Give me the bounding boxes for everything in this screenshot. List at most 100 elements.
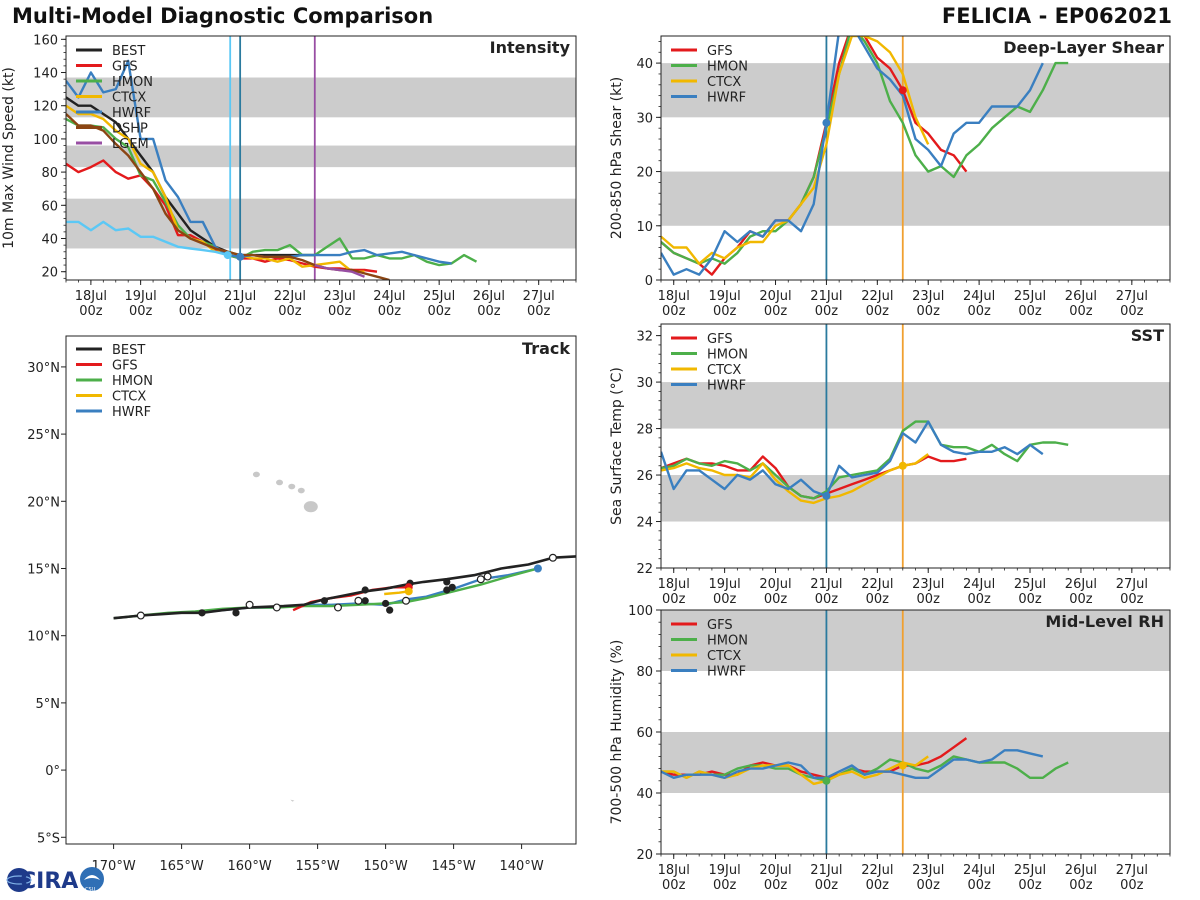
track-point-future xyxy=(483,572,492,581)
cira-logo: CIRA CSU xyxy=(6,867,104,894)
legend-label: BEST xyxy=(112,343,145,358)
y-tick-label: 20 xyxy=(41,266,58,281)
y-axis-label: Sea Surface Temp (°C) xyxy=(609,367,625,525)
x-tick-day: 24Jul xyxy=(373,289,405,304)
legend-label: HMON xyxy=(112,75,153,90)
y-tick-label: 22 xyxy=(636,562,653,577)
storm-title: FELICIA - EP062021 xyxy=(941,4,1172,28)
island xyxy=(252,471,260,478)
x-tick-day: 23Jul xyxy=(912,289,944,304)
series-line-hmon xyxy=(661,36,1069,265)
legend-label: GFS xyxy=(112,60,138,75)
lon-tick-label: 140°W xyxy=(500,859,544,874)
legend-label: HMON xyxy=(707,348,748,363)
x-tick-day: 22Jul xyxy=(861,577,893,592)
x-tick-hour: 00z xyxy=(1069,878,1093,893)
threshold-band xyxy=(66,145,576,168)
svg-text:CSU: CSU xyxy=(85,887,96,893)
axes-frame xyxy=(65,35,577,281)
island xyxy=(297,487,305,494)
legend-label: HMON xyxy=(707,634,748,649)
x-tick-hour: 00z xyxy=(917,304,941,319)
track-end-marker xyxy=(533,564,542,573)
panel-shear: 01020304018Jul00z19Jul00z20Jul00z21Jul00… xyxy=(609,35,1171,319)
page-title: Multi-Model Diagnostic Comparison xyxy=(12,4,434,28)
x-tick-hour: 00z xyxy=(866,592,890,607)
x-tick-day: 24Jul xyxy=(963,289,995,304)
track-point-past xyxy=(382,599,390,608)
series-marker xyxy=(822,776,831,785)
series-line-ctcx xyxy=(661,453,929,505)
x-tick-day: 20Jul xyxy=(759,577,791,592)
legend-label: GFS xyxy=(707,618,733,633)
x-tick-day: 20Jul xyxy=(759,289,791,304)
legend-label: BEST xyxy=(112,44,145,59)
legend-label: HWRF xyxy=(112,405,151,420)
series-line-ctcx xyxy=(661,36,930,265)
panel-title: Mid-Level RH xyxy=(1045,612,1164,631)
x-tick-day: 25Jul xyxy=(1014,863,1046,878)
x-tick-day: 22Jul xyxy=(274,289,306,304)
panel-sst: 22242628303218Jul00z19Jul00z20Jul00z21Ju… xyxy=(609,323,1171,607)
x-tick-hour: 00z xyxy=(764,592,788,607)
panel-title: Intensity xyxy=(490,38,571,57)
x-tick-day: 20Jul xyxy=(759,863,791,878)
x-tick-hour: 00z xyxy=(967,592,991,607)
x-tick-hour: 00z xyxy=(129,304,153,319)
panel-track: 5°S 0° 5°N 10°N 15°N 20°N 25°N 30°N 170°W 165°W 16… xyxy=(27,335,577,874)
legend-label: CTCX xyxy=(112,91,146,106)
x-tick-day: 24Jul xyxy=(963,577,995,592)
x-tick-hour: 00z xyxy=(1018,592,1042,607)
x-tick-day: 21Jul xyxy=(810,577,842,592)
x-tick-day: 18Jul xyxy=(658,289,690,304)
lon-tick-label: 160°W xyxy=(228,859,272,874)
x-tick-day: 27Jul xyxy=(523,289,555,304)
y-tick-label: 80 xyxy=(41,166,58,181)
legend-label: HWRF xyxy=(707,91,746,106)
y-tick-label: 80 xyxy=(636,665,653,680)
track-point-past xyxy=(443,586,451,594)
x-tick-hour: 00z xyxy=(1120,592,1144,607)
track-point-past xyxy=(198,609,206,617)
x-tick-hour: 00z xyxy=(328,304,352,319)
x-tick-day: 23Jul xyxy=(912,863,944,878)
panel-title: Deep-Layer Shear xyxy=(1003,38,1164,57)
legend-label: HWRF xyxy=(707,665,746,680)
x-tick-day: 18Jul xyxy=(75,289,107,304)
plot-area xyxy=(661,610,1170,854)
legend-label: HMON xyxy=(112,374,153,389)
panel-title: SST xyxy=(1131,326,1164,345)
x-tick-hour: 00z xyxy=(1069,304,1093,319)
legend-label: DSHP xyxy=(112,122,148,137)
x-tick-hour: 00z xyxy=(764,304,788,319)
x-tick-day: 26Jul xyxy=(1065,289,1097,304)
threshold-band xyxy=(661,475,1170,522)
x-tick-hour: 00z xyxy=(713,878,737,893)
x-tick-hour: 00z xyxy=(713,304,737,319)
x-tick-hour: 00z xyxy=(79,304,103,319)
legend-label: GFS xyxy=(112,359,138,374)
x-tick-day: 19Jul xyxy=(709,577,741,592)
x-tick-day: 19Jul xyxy=(125,289,157,304)
lat-tick-label: 5°S xyxy=(37,831,60,846)
threshold-band xyxy=(66,77,576,118)
plot-area xyxy=(661,36,1170,280)
x-tick-hour: 00z xyxy=(917,878,941,893)
lon-tick-label: 170°W xyxy=(92,859,136,874)
x-tick-day: 25Jul xyxy=(1014,289,1046,304)
x-tick-day: 25Jul xyxy=(1014,577,1046,592)
track-point-past xyxy=(443,578,451,586)
track-end-marker xyxy=(404,587,413,596)
series-line-obs xyxy=(66,220,229,257)
x-tick-day: 21Jul xyxy=(810,289,842,304)
track-line-best xyxy=(113,555,576,620)
y-tick-label: 40 xyxy=(636,57,653,72)
x-tick-hour: 00z xyxy=(866,304,890,319)
x-tick-day: 26Jul xyxy=(1065,577,1097,592)
track-point-future xyxy=(272,603,281,612)
plot-area xyxy=(113,471,576,802)
y-tick-label: 20 xyxy=(636,166,653,181)
series-marker xyxy=(236,252,245,261)
series-marker xyxy=(898,461,907,470)
x-tick-hour: 00z xyxy=(662,878,686,893)
